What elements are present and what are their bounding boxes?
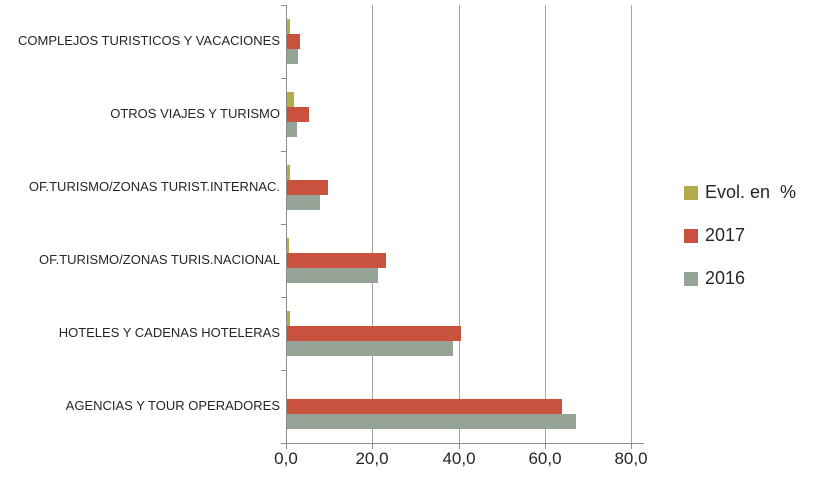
legend-swatch-icon [684,185,698,200]
category-label: OF.TURISMO/ZONAS TURIS.NACIONAL [38,252,280,268]
bar-series-evol [287,19,290,34]
legend-item-evol: Evol. en % [684,171,796,214]
bar-series-2016 [287,122,297,137]
bar-series-2017 [287,253,386,268]
bar-series-evol [287,311,290,326]
bar-series-2016 [287,195,320,210]
gridline-60,0 [545,5,546,443]
category-axis-tick [281,443,286,444]
category-axis-tick [281,151,286,152]
category-axis-tick [281,78,286,79]
category-band [287,370,642,443]
category-axis-tick [281,370,286,371]
legend: Evol. en % 2017 2016 [684,171,796,300]
bar-series-2016 [287,49,298,64]
bar-series-2017 [287,399,562,414]
legend-label: 2016 [705,268,746,288]
category-label: OF.TURISMO/ZONAS TURIST.INTERNAC. [28,179,280,195]
bar-series-2016 [287,341,453,356]
x-axis-label: 20,0 [355,449,389,468]
value-axis-tick [545,444,546,449]
bar-series-evol [287,238,289,253]
bar-group [287,311,461,356]
bar-series-2016 [287,414,576,429]
legend-label: Evol. en % [705,182,797,202]
x-axis-line [286,443,644,444]
value-axis-tick [286,444,287,449]
bar-group [287,238,386,283]
bar-group [287,165,328,210]
x-axis-label: 80,0 [614,449,648,468]
bar-series-2017 [287,34,300,49]
plot-area [286,5,643,443]
value-axis-tick [372,444,373,449]
category-axis-line [286,5,287,443]
legend-item-2016: 2016 [684,257,796,300]
gridline-80,0 [631,5,632,443]
category-axis-tick [281,5,286,6]
category-label: COMPLEJOS TURISTICOS Y VACACIONES [18,33,280,49]
bar-group [287,19,300,64]
x-axis-label: 60,0 [528,449,562,468]
gridline-40,0 [459,5,460,443]
bar-series-2017 [287,180,328,195]
category-band [287,224,642,297]
category-label: OTROS VIAJES Y TURISMO [110,106,280,122]
bar-series-2016 [287,268,378,283]
category-band [287,297,642,370]
value-axis-tick [459,444,460,449]
bar-group [287,384,576,429]
bar-series-2017 [287,326,461,341]
x-axis-label: 0,0 [274,449,298,468]
category-band [287,5,642,78]
gridline-20,0 [372,5,373,443]
category-band [287,78,642,151]
category-axis-tick [281,224,286,225]
legend-item-2017: 2017 [684,214,796,257]
legend-label: 2017 [705,225,746,245]
category-band [287,151,642,224]
legend-swatch-icon [684,271,698,286]
bar-series-evol [287,92,294,107]
legend-swatch-icon [684,228,698,243]
category-axis-tick [281,297,286,298]
bar-series-2017 [287,107,309,122]
category-label: HOTELES Y CADENAS HOTELERAS [58,325,280,341]
bar-group [287,92,309,137]
x-axis-label: 40,0 [442,449,476,468]
bar-series-evol [287,165,290,180]
category-label: AGENCIAS Y TOUR OPERADORES [65,398,280,414]
value-axis-tick [631,444,632,449]
